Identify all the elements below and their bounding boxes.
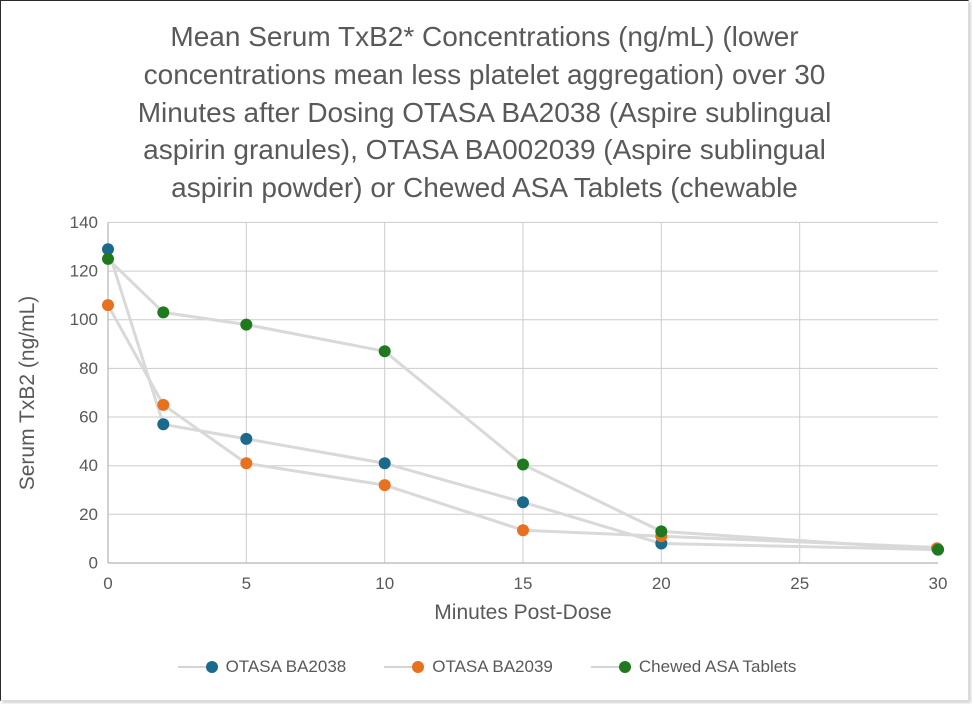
svg-text:140: 140 (70, 213, 98, 232)
svg-text:25: 25 (790, 574, 809, 593)
svg-text:10: 10 (375, 574, 394, 593)
svg-text:40: 40 (79, 456, 98, 475)
svg-text:30: 30 (929, 574, 948, 593)
svg-text:5: 5 (242, 574, 251, 593)
svg-text:20: 20 (652, 574, 671, 593)
svg-text:Minutes Post-Dose: Minutes Post-Dose (434, 601, 611, 624)
svg-text:0: 0 (89, 554, 98, 573)
svg-text:Serum TxB2 (ng/mL): Serum TxB2 (ng/mL) (16, 296, 39, 491)
svg-text:60: 60 (79, 408, 98, 427)
svg-text:120: 120 (70, 262, 98, 281)
svg-text:20: 20 (79, 505, 98, 524)
svg-text:100: 100 (70, 310, 98, 329)
svg-text:0: 0 (103, 574, 112, 593)
svg-text:15: 15 (514, 574, 533, 593)
svg-text:80: 80 (79, 359, 98, 378)
